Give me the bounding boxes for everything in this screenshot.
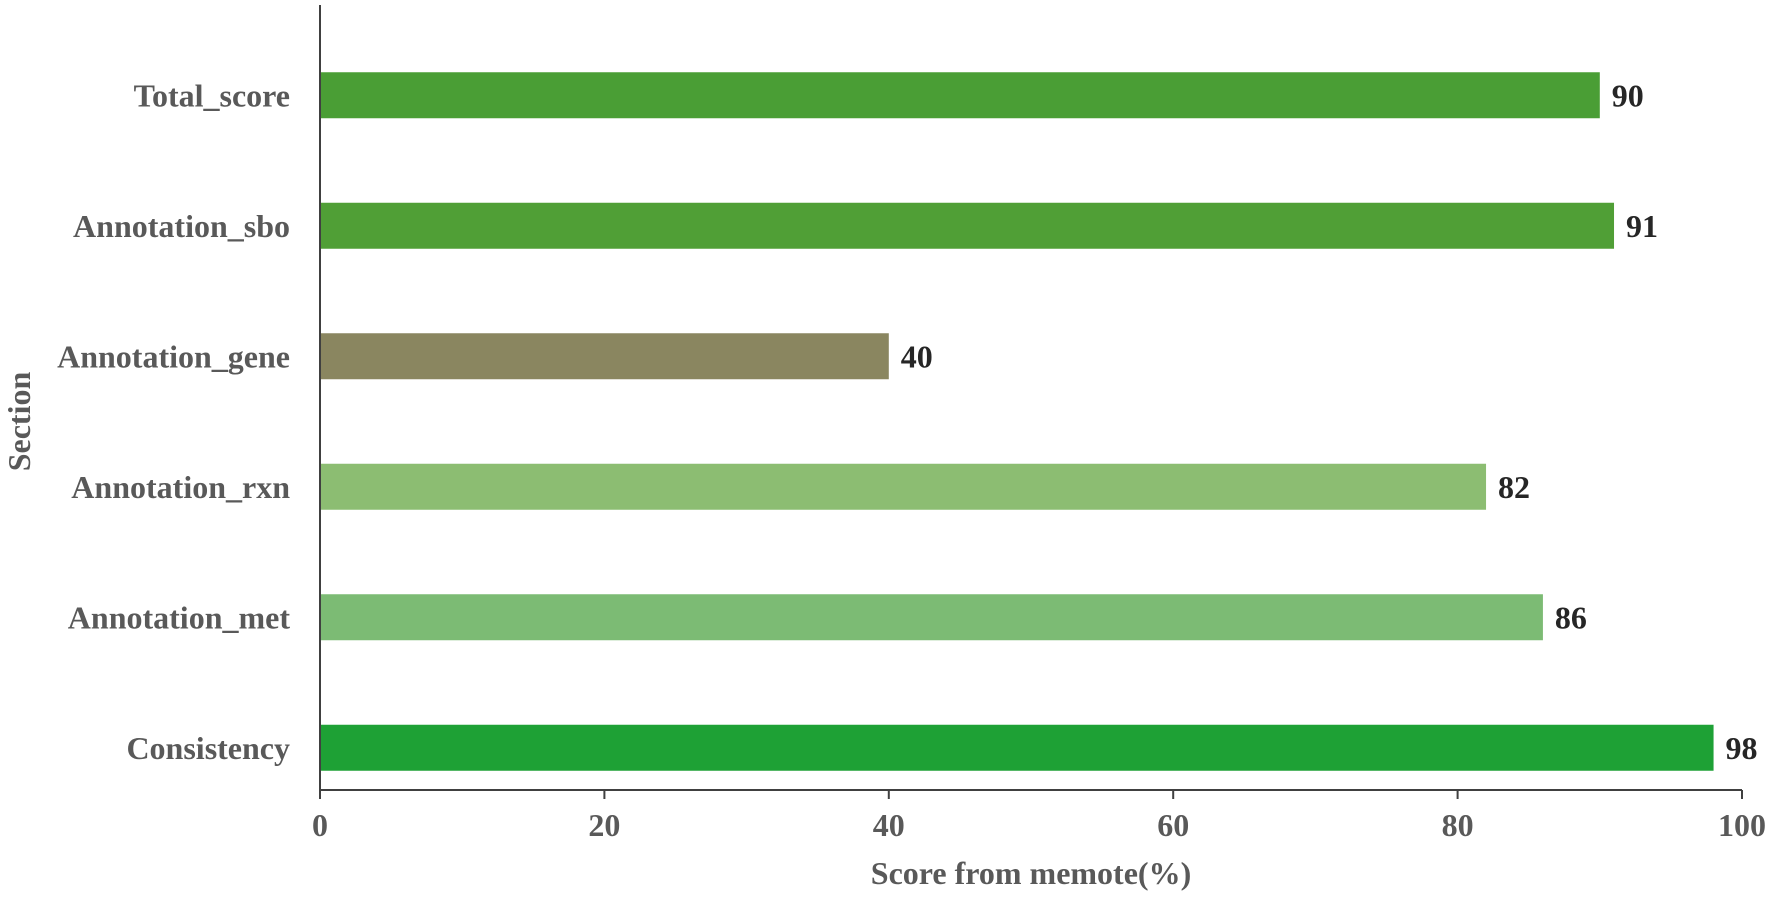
axes [319,5,1742,791]
data-label: 40 [901,338,933,374]
data-label: 91 [1626,208,1658,244]
data-label: 86 [1555,599,1587,635]
category-label: Annotation_sbo [73,208,290,244]
category-label: Annotation_rxn [71,469,290,505]
x-axis-ticks: 0 20 40 60 80 100 [312,790,1766,843]
data-labels: 90 91 40 82 86 98 [901,77,1758,766]
x-tick-label: 60 [1157,807,1189,843]
bar-annotation-met [320,594,1543,641]
category-label: Annotation_met [68,599,291,635]
x-tick-label: 80 [1442,807,1474,843]
data-label: 98 [1726,730,1758,766]
x-tick-label: 100 [1718,807,1766,843]
bars [320,72,1714,771]
y-axis-title: Section [1,372,37,472]
data-label: 90 [1612,77,1644,113]
category-label: Total_score [134,77,290,113]
data-label: 82 [1498,469,1530,505]
bar-consistency [320,724,1714,771]
category-labels: Total_score Annotation_sbo Annotation_gene… [57,77,290,766]
category-label: Consistency [126,730,290,766]
x-tick-label: 20 [588,807,620,843]
x-tick-label: 0 [312,807,328,843]
bar-annotation-sbo [320,202,1615,249]
bar-total-score [320,72,1600,119]
category-label: Annotation_gene [57,338,290,374]
x-axis-title: Score from memote(%) [871,855,1191,891]
x-tick-label: 40 [873,807,905,843]
bar-annotation-rxn [320,463,1487,510]
bar-annotation-gene [320,333,889,380]
